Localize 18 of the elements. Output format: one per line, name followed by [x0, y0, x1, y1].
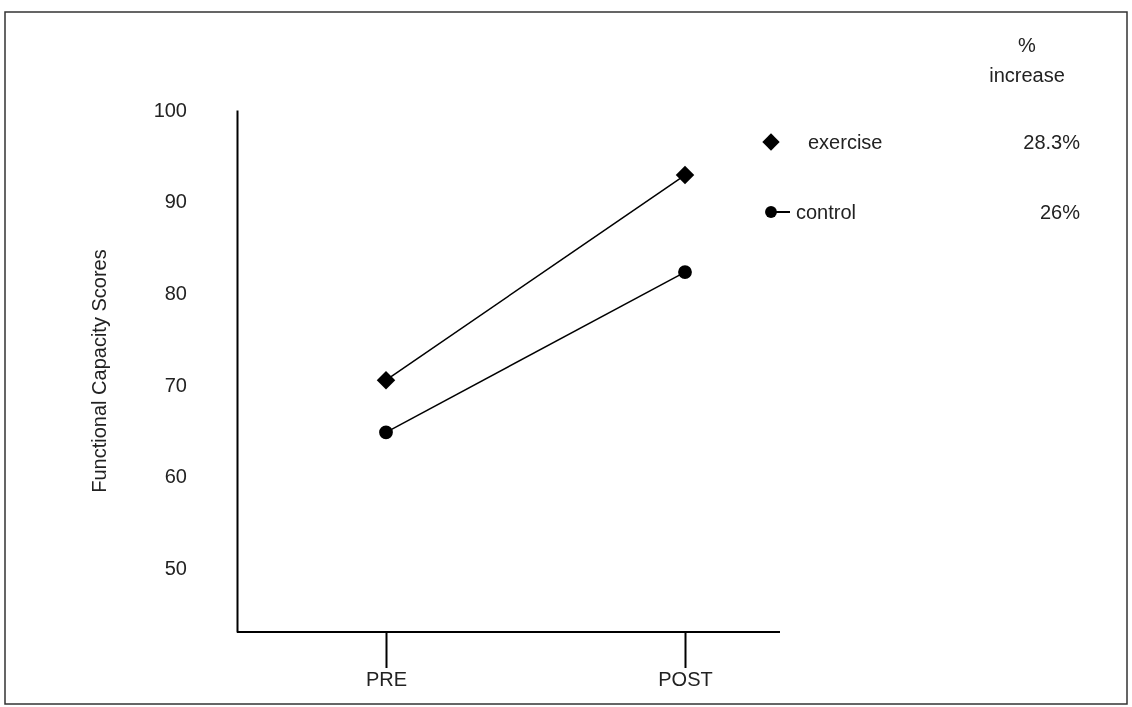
y-tick-label: 70 [164, 373, 187, 396]
point [678, 265, 692, 279]
text: 26% [1039, 201, 1081, 223]
y-tick-label: 50 [164, 556, 187, 579]
point [379, 425, 393, 440]
x-tick-label: POST [658, 668, 713, 691]
x-tick-label: PRE [365, 668, 408, 691]
y-tick-label: 90 [164, 190, 187, 213]
text: 28.3% [1023, 131, 1081, 153]
y-axis-title: Functional Capacity Scores [88, 249, 110, 493]
y-tick-label: 80 [164, 282, 187, 305]
text: % increase [989, 34, 1065, 86]
legend-label: control [796, 201, 857, 223]
y-tick-label: 100 [153, 98, 187, 121]
y-tick-label: 60 [164, 465, 187, 488]
point [376, 370, 396, 390]
legend-label: exercise [808, 131, 883, 153]
point [675, 165, 695, 185]
